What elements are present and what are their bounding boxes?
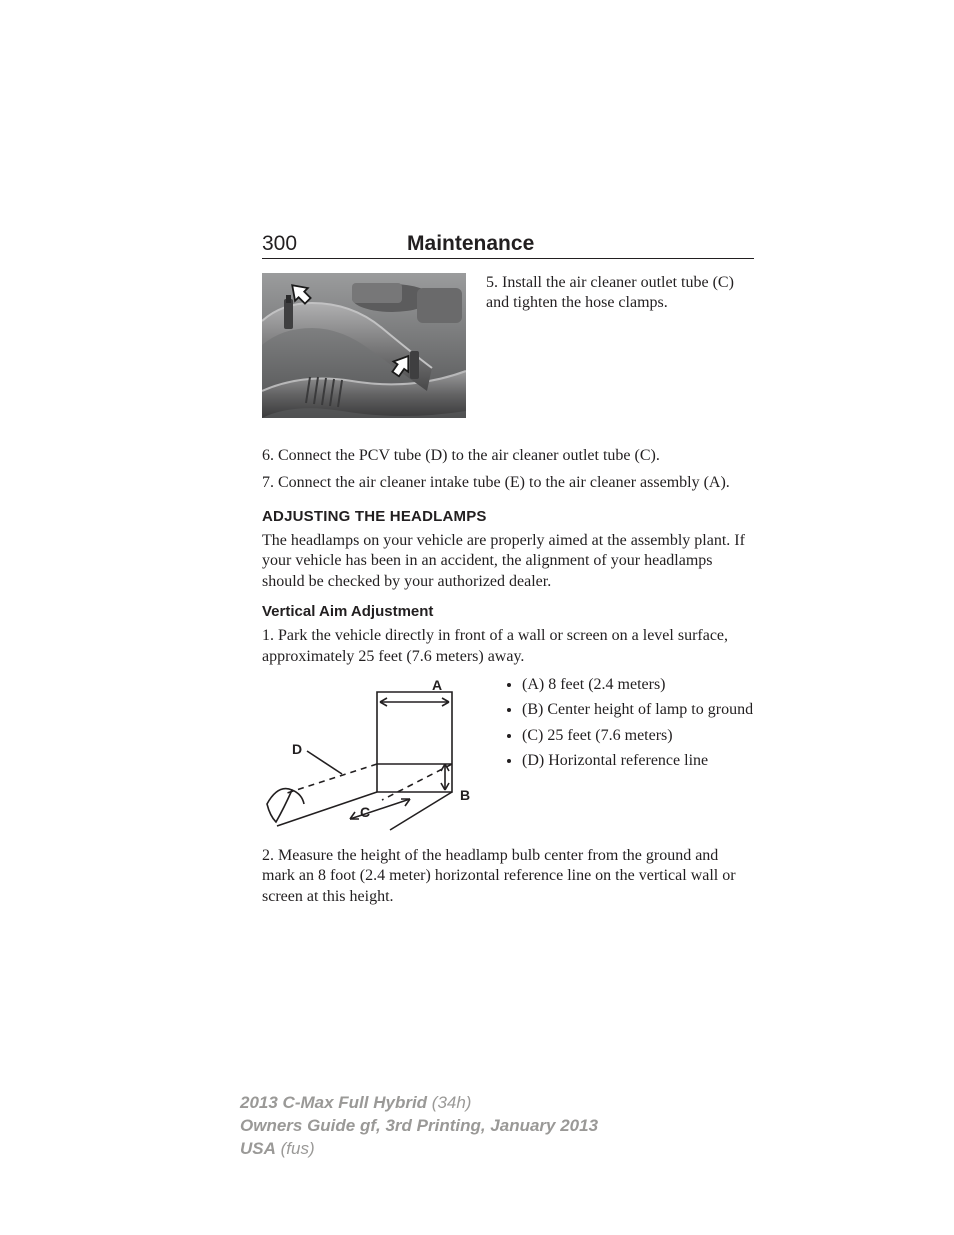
step5-text: 5. Install the air cleaner outlet tube (… <box>486 273 754 418</box>
footer-l1-strong: 2013 C-Max Full Hybrid <box>240 1093 427 1112</box>
diagram-label-a: A <box>432 677 442 693</box>
page-footer: 2013 C-Max Full Hybrid (34h) Owners Guid… <box>240 1092 598 1161</box>
vertical-step2: 2. Measure the height of the headlamp bu… <box>262 846 754 908</box>
diagram-legend: (A) 8 feet (2.4 meters) (B) Center heigh… <box>498 674 754 834</box>
engine-tube-icon <box>262 273 466 418</box>
footer-l3-strong: USA <box>240 1139 276 1158</box>
footer-line2: Owners Guide gf, 3rd Printing, January 2… <box>240 1115 598 1138</box>
step6-text: 6. Connect the PCV tube (D) to the air c… <box>262 446 754 467</box>
document-page: 300 Maintenance <box>0 0 954 1235</box>
vertical-step1: 1. Park the vehicle directly in front of… <box>262 626 754 668</box>
heading-vertical-aim: Vertical Aim Adjustment <box>262 603 754 620</box>
headlamp-diagram-row: A B C D (A) 8 feet (2.4 meters) (B) Cent… <box>262 674 754 834</box>
footer-l1-rest: (34h) <box>427 1093 471 1112</box>
adjust-para: The headlamps on your vehicle are proper… <box>262 531 754 593</box>
footer-l3-rest: (fus) <box>276 1139 315 1158</box>
legend-c: (C) 25 feet (7.6 meters) <box>522 725 754 747</box>
headlamp-aim-icon: A B C D <box>262 674 480 834</box>
diagram-label-b: B <box>460 787 470 803</box>
headlamp-aim-diagram: A B C D <box>262 674 480 834</box>
page-header: 300 Maintenance <box>262 232 754 259</box>
legend-d: (D) Horizontal reference line <box>522 750 754 772</box>
footer-line1: 2013 C-Max Full Hybrid (34h) <box>240 1092 598 1115</box>
header-title: Maintenance <box>407 232 534 256</box>
legend-a: (A) 8 feet (2.4 meters) <box>522 674 754 696</box>
step5-section: 5. Install the air cleaner outlet tube (… <box>262 273 754 418</box>
engine-tube-figure <box>262 273 466 418</box>
footer-line3: USA (fus) <box>240 1138 598 1161</box>
step7-text: 7. Connect the air cleaner intake tube (… <box>262 473 754 494</box>
page-number: 300 <box>262 232 297 256</box>
legend-b: (B) Center height of lamp to ground <box>522 699 754 721</box>
diagram-label-d: D <box>292 741 302 757</box>
diagram-label-c: C <box>360 804 370 820</box>
heading-adjusting-headlamps: ADJUSTING THE HEADLAMPS <box>262 508 754 525</box>
